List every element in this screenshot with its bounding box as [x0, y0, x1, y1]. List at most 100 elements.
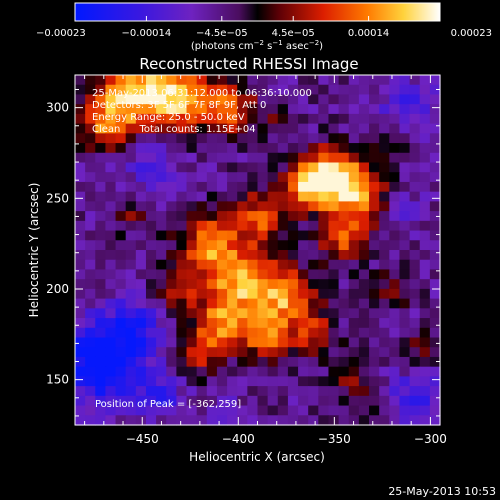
heatmap-cell — [237, 152, 248, 164]
heatmap-cell — [135, 133, 147, 144]
heatmap-cell — [105, 211, 117, 222]
heatmap-cell — [419, 143, 431, 154]
heatmap-cell — [419, 279, 431, 290]
heatmap-cell — [379, 162, 390, 173]
heatmap-cell — [176, 366, 188, 377]
heatmap-cell — [379, 386, 390, 397]
heatmap-cell — [75, 250, 86, 261]
heatmap-cell — [95, 181, 107, 193]
heatmap-cell — [105, 347, 117, 358]
heatmap-cell — [196, 327, 208, 339]
heatmap-cell — [267, 269, 279, 280]
heatmap-cell — [227, 279, 238, 290]
heatmap-cell — [369, 75, 380, 86]
heatmap-cell — [338, 104, 350, 115]
heatmap-cell — [308, 240, 319, 251]
heatmap-cell — [227, 181, 238, 193]
heatmap-cell — [247, 211, 259, 222]
heatmap-cell — [338, 386, 350, 397]
heatmap-cell — [277, 113, 289, 125]
heatmap-cell — [328, 240, 340, 251]
heatmap-cell — [277, 308, 289, 319]
heatmap-cell — [166, 366, 177, 377]
heatmap-cell — [75, 259, 86, 271]
heatmap-cell — [318, 211, 330, 222]
heatmap-cell — [166, 279, 177, 290]
heatmap-cell — [156, 415, 167, 426]
heatmap-cell — [186, 172, 198, 183]
heatmap-cell — [409, 172, 421, 183]
heatmap-cell — [287, 172, 299, 183]
heatmap-cell — [95, 376, 107, 387]
heatmap-cell — [318, 366, 330, 377]
heatmap-cell — [399, 75, 411, 86]
heatmap-cell — [237, 298, 248, 309]
heatmap-cell — [399, 327, 411, 339]
heatmap-cell — [419, 181, 431, 193]
heatmap-cell — [166, 337, 177, 348]
heatmap-cell — [419, 220, 431, 232]
annotation-time-range: 25-May-2013 06:31:12.000 to 06:36:10.000 — [92, 88, 312, 99]
heatmap-cell — [287, 327, 299, 339]
heatmap-cell — [358, 259, 370, 271]
heatmap-cell — [125, 279, 137, 290]
heatmap-cell — [287, 376, 299, 387]
heatmap-cell — [389, 191, 401, 202]
heatmap-cell — [257, 211, 269, 222]
heatmap-cell — [318, 123, 330, 134]
heatmap-cell — [257, 279, 269, 290]
heatmap-cell — [277, 211, 289, 222]
heatmap-cell — [419, 259, 431, 271]
heatmap-cell — [186, 230, 198, 241]
heatmap-cell — [328, 220, 340, 232]
heatmap-cell — [216, 191, 228, 202]
heatmap-cell — [105, 327, 117, 339]
heatmap-cell — [125, 288, 137, 300]
heatmap-cell — [287, 201, 299, 212]
heatmap-cell — [409, 250, 421, 261]
heatmap-cell — [166, 308, 177, 319]
heatmap-cell — [318, 191, 330, 202]
heatmap-cell — [115, 366, 127, 377]
heatmap-cell — [429, 133, 441, 144]
heatmap-cell — [166, 298, 177, 309]
heatmap-cell — [95, 279, 107, 290]
heatmap-cell — [115, 318, 127, 329]
heatmap-cell — [135, 211, 147, 222]
heatmap-cell — [308, 201, 319, 212]
heatmap-cell — [85, 279, 96, 290]
heatmap-cell — [105, 104, 117, 115]
heatmap-cell — [247, 133, 259, 144]
heatmap-cell — [186, 240, 198, 251]
heatmap-cell — [176, 279, 188, 290]
heatmap-cell — [186, 347, 198, 358]
colorbar-tick-label: 0.00014 — [348, 28, 389, 39]
heatmap-cell — [429, 211, 441, 222]
heatmap-cell — [186, 162, 198, 173]
heatmap-cell — [328, 211, 340, 222]
heatmap-cell — [125, 337, 137, 348]
heatmap-cell — [237, 75, 248, 86]
heatmap-cell — [145, 279, 157, 290]
heatmap-cell — [429, 123, 441, 134]
heatmap-cell — [176, 405, 188, 416]
heatmap-cell — [409, 201, 421, 212]
heatmap-cell — [257, 104, 269, 115]
heatmap-cell — [206, 230, 218, 241]
heatmap-cell — [419, 201, 431, 212]
heatmap-cell — [257, 327, 269, 339]
heatmap-cell — [358, 133, 370, 144]
heatmap-cell — [257, 75, 269, 86]
axes: −450 −400 −350 −300 150 200 250 300 — [46, 75, 447, 446]
heatmap-cell — [206, 240, 218, 251]
heatmap-cell — [105, 356, 117, 368]
heatmap-cell — [227, 298, 238, 309]
heatmap-cell — [348, 94, 360, 105]
heatmap-cell — [399, 133, 411, 144]
heatmap-cell — [176, 172, 188, 183]
heatmap-cell — [318, 376, 330, 387]
heatmap-cell — [287, 356, 299, 368]
heatmap-cell — [298, 162, 309, 173]
heatmap-cell — [419, 75, 431, 86]
heatmap-cell — [389, 181, 401, 193]
